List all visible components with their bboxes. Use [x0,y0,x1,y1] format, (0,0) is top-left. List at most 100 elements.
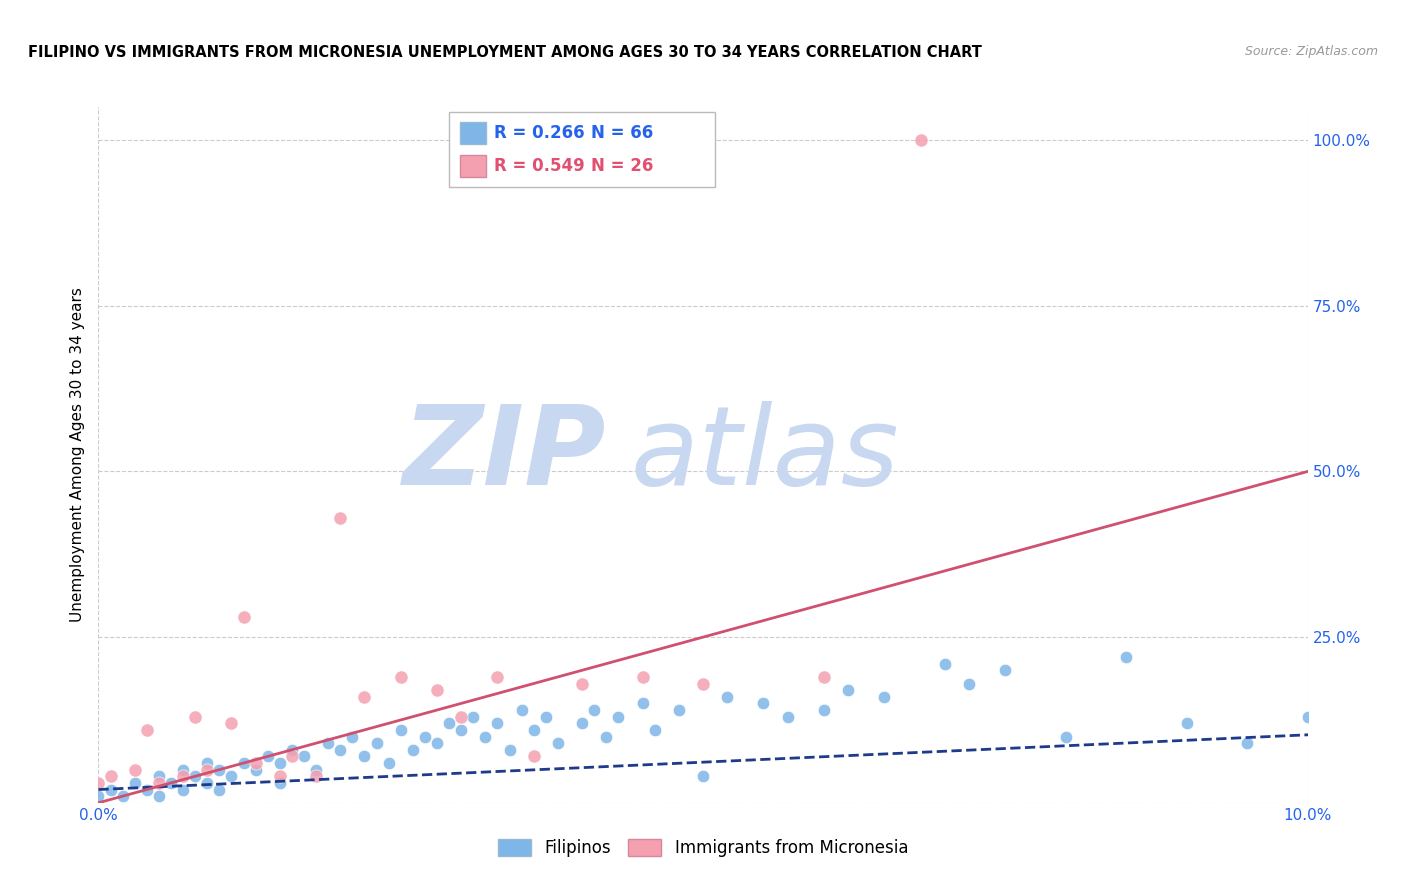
Point [534,709,557,723]
Point [486,670,509,684]
Point [232,756,254,770]
Text: N = 66: N = 66 [591,124,654,142]
Point [148,776,170,790]
Point [1296,709,1319,723]
Point [692,769,714,783]
Legend: Filipinos, Immigrants from Micronesia: Filipinos, Immigrants from Micronesia [491,832,915,864]
Point [87,789,110,804]
Point [644,723,666,737]
Point [1236,736,1258,750]
Text: R = 0.266: R = 0.266 [494,124,585,142]
Point [221,769,243,783]
Point [486,716,509,731]
Point [124,776,146,790]
Point [668,703,690,717]
Point [389,670,412,684]
Point [195,756,218,770]
Point [195,776,218,790]
Point [957,676,980,690]
Point [994,663,1017,677]
Point [752,697,775,711]
Point [100,769,122,783]
Point [523,749,546,764]
Point [426,736,449,750]
Point [281,743,304,757]
Point [292,749,315,764]
Point [571,716,593,731]
Point [160,776,183,790]
Point [1175,716,1198,731]
Point [450,723,472,737]
Point [910,133,932,147]
Point [305,769,328,783]
Point [281,749,304,764]
Point [329,511,352,525]
Text: atlas: atlas [630,401,898,508]
Point [437,716,460,731]
Point [1115,650,1137,665]
Point [353,749,375,764]
Point [510,703,533,717]
Point [402,743,425,757]
Point [583,703,606,717]
Point [813,703,835,717]
Point [463,709,485,723]
Point [366,736,388,750]
Text: Source: ZipAtlas.com: Source: ZipAtlas.com [1244,45,1378,58]
Point [172,782,194,797]
Point [450,709,472,723]
Point [873,690,896,704]
Point [305,763,328,777]
Point [716,690,738,704]
Point [269,776,291,790]
Point [148,789,170,804]
Point [124,763,146,777]
Point [87,776,110,790]
Point [595,730,617,744]
Text: N = 26: N = 26 [591,157,654,175]
Point [837,683,859,698]
Point [474,730,496,744]
Point [195,763,218,777]
Point [377,756,399,770]
Point [135,782,157,797]
Point [100,782,122,797]
Text: ZIP: ZIP [402,401,606,508]
Point [523,723,546,737]
Point [184,769,207,783]
Point [353,690,375,704]
Text: R = 0.549: R = 0.549 [494,157,585,175]
Point [426,683,449,698]
Point [498,743,520,757]
Point [1054,730,1077,744]
Point [329,743,352,757]
Point [221,716,243,731]
Point [184,709,207,723]
Point [135,723,157,737]
Point [776,709,799,723]
Point [547,736,569,750]
Text: FILIPINO VS IMMIGRANTS FROM MICRONESIA UNEMPLOYMENT AMONG AGES 30 TO 34 YEARS CO: FILIPINO VS IMMIGRANTS FROM MICRONESIA U… [28,45,981,60]
Point [148,769,170,783]
Point [934,657,956,671]
Y-axis label: Unemployment Among Ages 30 to 34 years: Unemployment Among Ages 30 to 34 years [69,287,84,623]
Point [172,769,194,783]
Point [269,756,291,770]
Point [571,676,593,690]
Point [269,769,291,783]
Point [631,670,654,684]
Point [631,697,654,711]
Point [208,782,231,797]
Point [208,763,231,777]
Point [245,763,267,777]
Point [111,789,134,804]
Point [172,763,194,777]
Point [256,749,278,764]
Point [692,676,714,690]
Point [342,730,364,744]
Point [245,756,267,770]
Point [813,670,835,684]
Point [413,730,436,744]
Point [316,736,339,750]
Point [607,709,630,723]
